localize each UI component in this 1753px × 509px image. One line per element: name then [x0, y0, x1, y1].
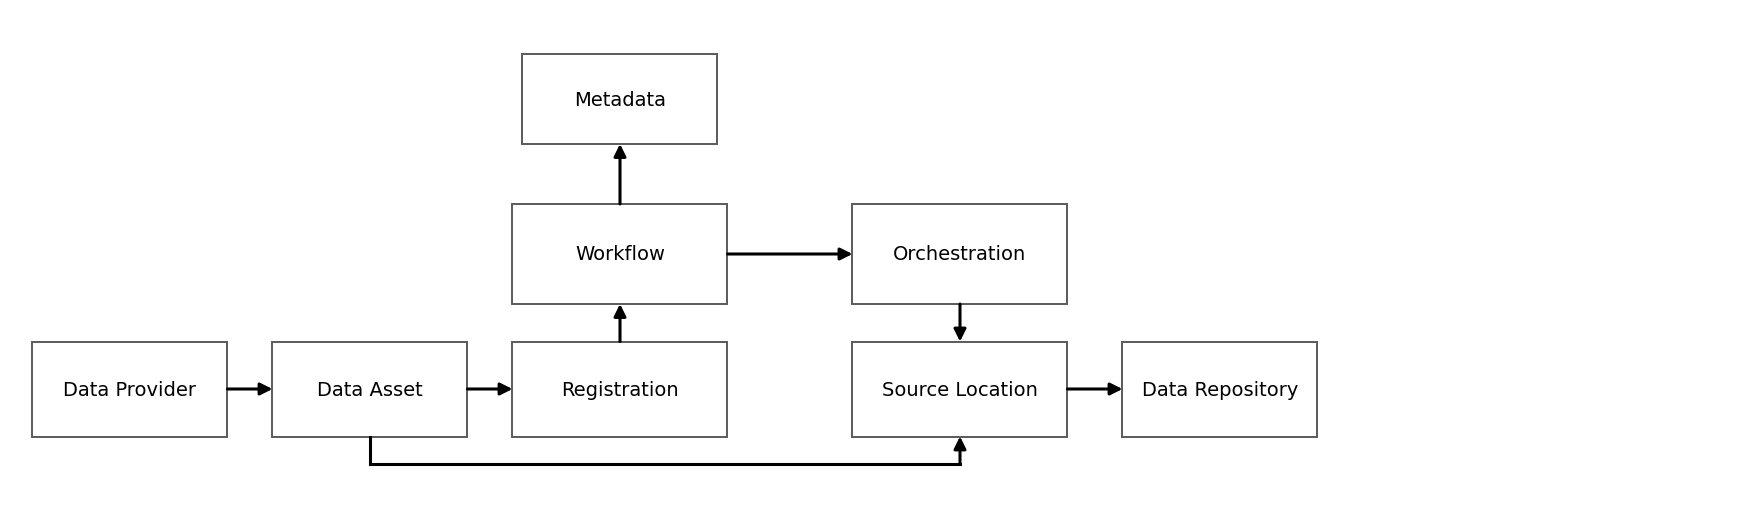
Text: Registration: Registration — [561, 380, 678, 399]
Bar — [852, 205, 1068, 304]
Bar — [512, 342, 727, 437]
Text: Source Location: Source Location — [882, 380, 1038, 399]
Bar — [522, 55, 717, 145]
Bar — [1122, 342, 1318, 437]
Bar — [272, 342, 468, 437]
Bar — [512, 205, 727, 304]
Text: Metadata: Metadata — [573, 90, 666, 109]
Text: Data Repository: Data Repository — [1141, 380, 1299, 399]
Bar — [852, 342, 1068, 437]
Text: Orchestration: Orchestration — [894, 245, 1027, 264]
Text: Data Provider: Data Provider — [63, 380, 196, 399]
Text: Data Asset: Data Asset — [317, 380, 422, 399]
Text: Workflow: Workflow — [575, 245, 664, 264]
Bar — [33, 342, 228, 437]
